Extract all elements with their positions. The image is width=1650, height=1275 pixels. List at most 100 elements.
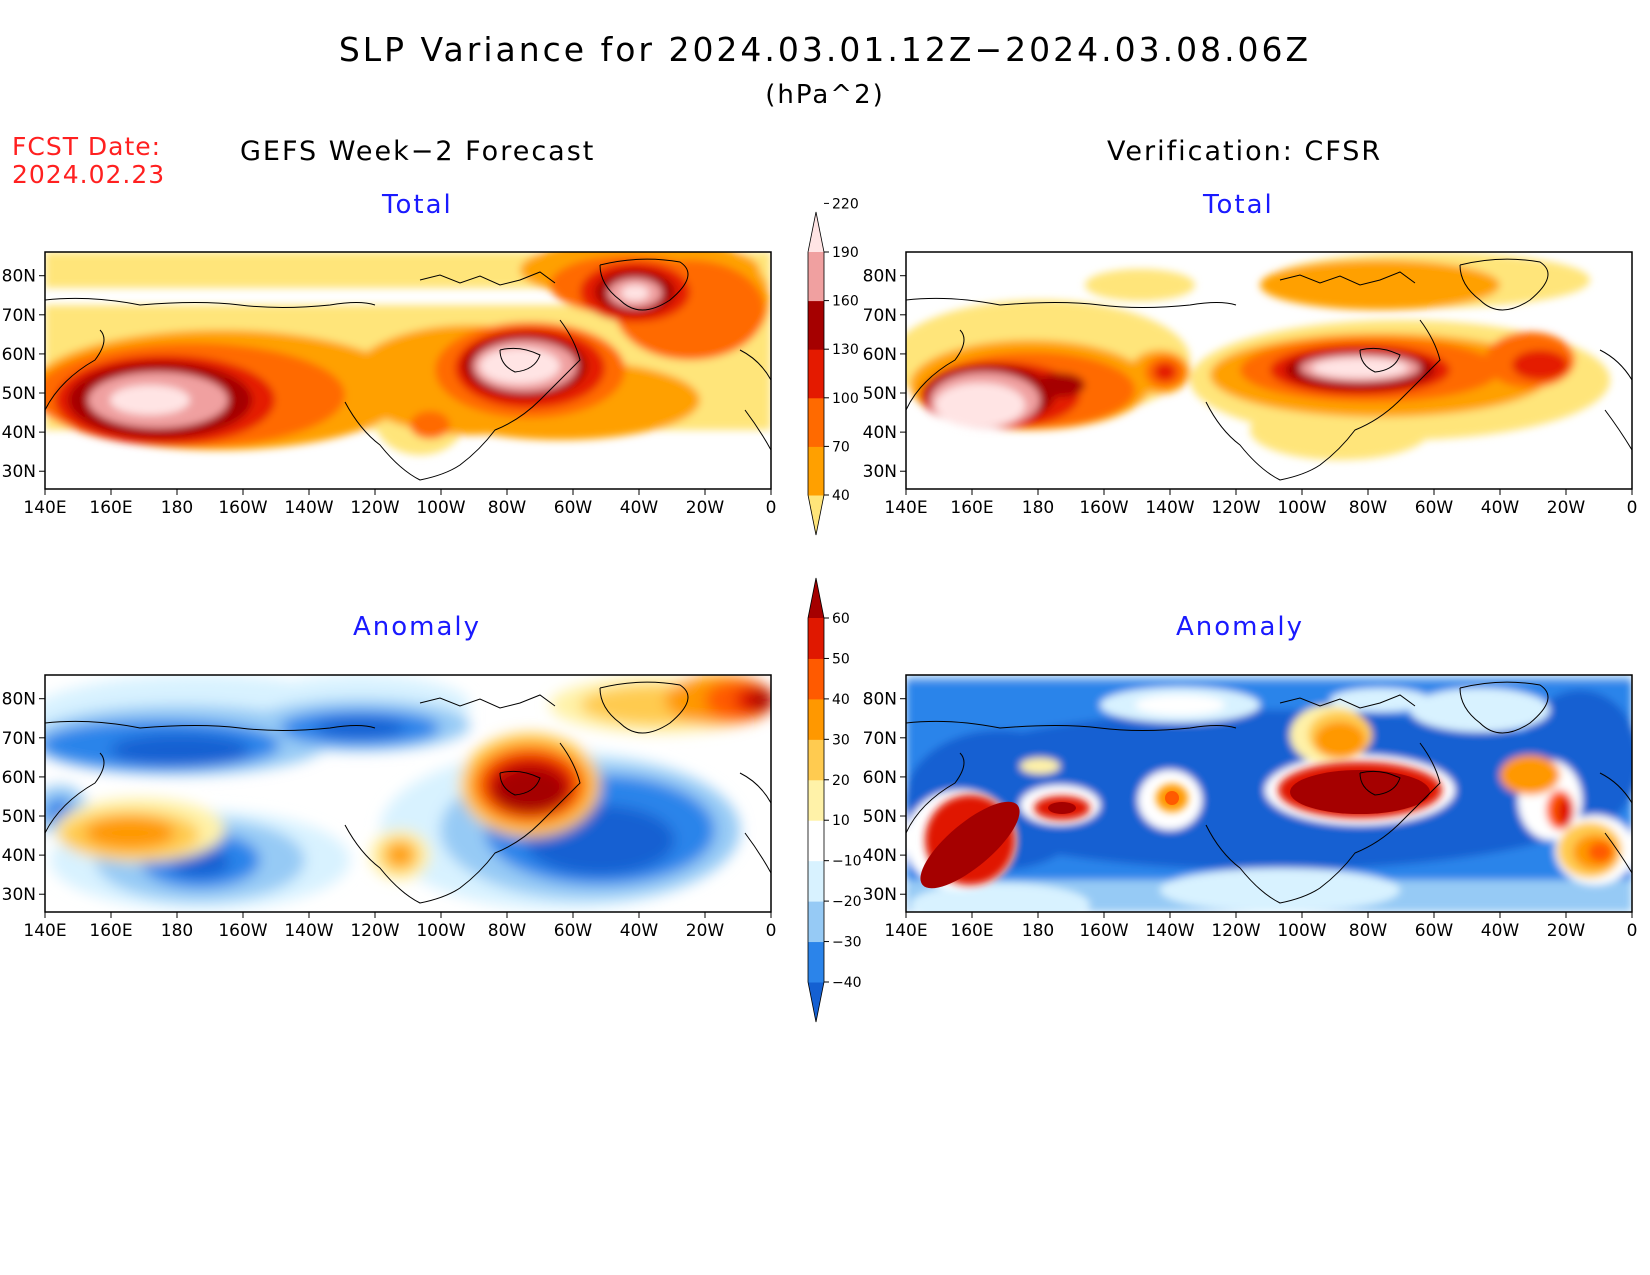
colorbar-label: 40 [832,692,850,708]
lat-tick-label: 50N [863,384,897,404]
lon-tick-label: 60W [1415,498,1454,518]
coastlines-gefs-anomaly [45,681,771,904]
lon-tick-label: 160E [89,921,132,941]
lat-tick-label: 70N [863,306,897,326]
lon-tick-label: 140W [1145,498,1194,518]
lat-tick-label: 60N [2,768,36,788]
lon-tick-label: 120W [1211,498,1260,518]
colorbar-swatch [808,252,824,302]
lon-tick-label: 120W [350,921,399,941]
axes-cfsr-anomaly: 140E 160E 180 160W 140W 120W 100W 80W 60W 40W 20W 0… [863,690,1638,941]
colorbar-swatch [808,779,824,821]
lat-tick-label: 80N [2,690,36,710]
lon-tick-label: 180 [161,498,193,518]
lat-tick-label: 40N [2,846,36,866]
lat-tick-label: 30N [2,885,36,905]
lon-tick-label: 0 [1627,921,1638,941]
colorbar-label: 130 [832,342,859,358]
colorbar-swatch [808,300,824,350]
map-panel-gefs-total: 140E 160E 180 160W 140W 120W 100W 80W 60W 40W 20W 0… [2,251,776,518]
lon-tick-label: 80W [1349,921,1388,941]
lat-tick-label: 30N [2,462,36,482]
lat-tick-label: 60N [863,768,897,788]
colorbar-label: −20 [832,894,862,910]
colorbar-swatch [808,212,824,252]
colorbar-label: 70 [832,439,850,455]
map-panel-gefs-anomaly: 140E 160E 180 160W 140W 120W 100W 80W 60W 40W 20W 0… [2,674,777,941]
colorbar-swatch [808,820,824,862]
lon-tick-label: 160E [950,921,993,941]
lat-tick-label: 70N [863,729,897,749]
lon-tick-label: 40W [1481,921,1520,941]
colorbar-swatch [808,982,824,1022]
lon-tick-label: 60W [554,921,593,941]
colorbar-label: 60 [832,611,850,627]
colorbar-swatch [808,446,824,496]
lat-tick-label: 60N [2,345,36,365]
panel-label-cfsr-anomaly: Anomaly [1176,612,1305,642]
colorbar-label: 30 [832,732,850,748]
fcst-date-label: FCST Date: [12,132,162,161]
lat-tick-label: 40N [2,423,36,443]
lon-tick-label: 80W [1349,498,1388,518]
figure-units: (hPa^2) [765,80,885,110]
lon-tick-label: 20W [1547,498,1586,518]
lat-tick-label: 50N [2,384,36,404]
coastlines-gefs-total [45,258,771,481]
map-panel-cfsr-anomaly: 140E 160E 180 160W 140W 120W 100W 80W 60W 40W 20W 0… [863,674,1638,941]
lat-tick-label: 30N [863,885,897,905]
lon-tick-label: 100W [1277,498,1326,518]
lon-tick-label: 100W [416,921,465,941]
coastlines-cfsr-total [906,258,1632,481]
lat-tick-label: 40N [863,846,897,866]
colorbar-label: 20 [832,773,850,789]
lon-tick-label: 100W [416,498,465,518]
lat-tick-label: 80N [863,690,897,710]
cfsr-total-contours [906,252,1610,460]
lon-tick-label: 60W [554,498,593,518]
lon-tick-label: 80W [488,498,527,518]
cfsr-anomaly-contours [906,675,1632,912]
axes-gefs-anomaly: 140E 160E 180 160W 140W 120W 100W 80W 60W 40W 20W 0… [2,690,777,941]
lat-tick-label: 70N [2,729,36,749]
lon-tick-label: 140W [1145,921,1194,941]
map-panel-cfsr-total: 140E 160E 180 160W 140W 120W 100W 80W 60W 40W 20W 0… [863,251,1638,518]
coastlines-cfsr-anomaly [906,681,1632,904]
lon-tick-label: 140E [884,921,927,941]
lat-tick-label: 50N [2,807,36,827]
lon-tick-label: 160E [950,498,993,518]
lon-tick-label: 160W [1079,921,1128,941]
colorbar-swatch [808,901,824,943]
colorbar-label: 10 [832,813,850,829]
panel-label-gefs-total: Total [382,190,453,220]
lat-tick-label: 70N [2,306,36,326]
lon-tick-label: 40W [620,921,659,941]
colorbar-swatch [808,349,824,399]
right-column-header: Verification: CFSR [1107,136,1383,167]
lon-tick-label: 180 [1022,498,1054,518]
lon-tick-label: 120W [350,498,399,518]
lon-tick-label: 140E [884,498,927,518]
colorbar-total: 40 70 100 130 160 190 220 [807,196,859,536]
colorbar-swatch [808,658,824,700]
lat-tick-label: 50N [863,807,897,827]
lon-tick-label: 20W [686,498,725,518]
lon-tick-label: 20W [1547,921,1586,941]
colorbar-swatch [808,618,824,659]
lon-tick-label: 20W [686,921,725,941]
colorbar-swatch [808,860,824,902]
axes-cfsr-total: 140E 160E 180 160W 140W 120W 100W 80W 60W 40W 20W 0… [863,267,1638,518]
colorbar-label: 40 [832,488,850,504]
lon-tick-label: 160W [1079,498,1128,518]
colorbar-label: −40 [832,975,862,991]
colorbar-swatch [808,739,824,781]
colorbar-swatch [808,397,824,447]
lon-tick-label: 140W [284,498,333,518]
lon-tick-label: 120W [1211,921,1260,941]
lon-tick-label: 140E [23,498,66,518]
lon-tick-label: 160W [218,921,267,941]
lon-tick-label: 180 [161,921,193,941]
colorbar-label: 160 [832,294,859,310]
colorbar-swatch [808,941,824,983]
